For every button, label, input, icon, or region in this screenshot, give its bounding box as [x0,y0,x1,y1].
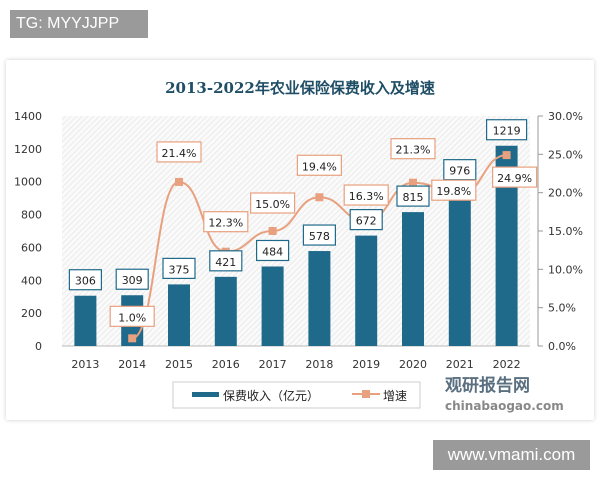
line-label-box [431,179,477,201]
chart-title: 2013-2022年农业保险保费收入及增速 [165,79,435,97]
line-label-box [343,184,389,206]
x-tick-label: 2016 [212,358,240,371]
y-left-tick-label: 600 [21,241,42,254]
watermark-site: www.vmami.com [433,440,590,470]
bar [402,212,424,346]
bar-label-box [396,185,430,207]
line-data-label: 1.0% [118,311,146,324]
line-data-label: 24.9% [497,172,532,185]
line-label-box [250,192,296,214]
y-left-tick-label: 200 [21,307,42,320]
bar [448,185,471,346]
line-data-label: 19.8% [436,185,471,198]
y-left-tick-label: 1000 [14,176,42,189]
bar-data-label: 484 [262,245,283,258]
bar-label-box [349,209,383,231]
growth-marker [175,177,183,186]
bar-data-label: 976 [449,165,470,178]
bar-data-label: 1219 [493,125,521,138]
bar-data-label: 578 [309,230,330,243]
y-left-tick-label: 1200 [14,143,42,156]
bar-label-box [302,224,336,246]
growth-marker [409,178,417,187]
legend-label-bar: 保费收入（亿元） [223,388,319,403]
growth-marker [315,193,324,202]
line-label-box [390,138,436,160]
line-data-label: 21.4% [162,147,197,160]
y-right-tick-label: 25.0% [548,148,583,161]
line-data-label: 21.3% [396,144,431,157]
logo-watermark-en: chinabaogao.com [445,399,564,413]
y-right-tick-label: 20.0% [548,187,583,200]
x-tick-label: 2022 [493,358,521,371]
x-tick-label: 2021 [446,358,474,371]
y-left-tick-label: 0 [35,340,42,353]
bar-data-label: 815 [403,191,424,204]
y-right-tick-label: 5.0% [548,302,576,315]
line-data-label: 12.3% [208,217,243,230]
bar-label-box [486,119,528,141]
x-tick-label: 2020 [399,358,427,371]
bar-label-box [162,257,196,279]
x-tick-label: 2014 [118,358,146,371]
y-left-tick-label: 800 [21,209,42,222]
y-right-tick-label: 0.0% [548,340,576,353]
bar [495,145,518,346]
line-data-label: 15.0% [255,198,290,211]
growth-marker [502,151,511,160]
line-label-box [296,154,342,176]
bar [168,284,190,346]
bar [74,295,97,346]
growth-marker [128,334,137,343]
bar-label-box [209,250,243,272]
bar [355,235,378,346]
line-data-label: 19.4% [302,160,337,173]
bar-label-box [68,269,103,291]
x-tick-label: 2015 [165,358,193,371]
y-right-tick-label: 15.0% [548,225,583,238]
y-left-tick-label: 1400 [14,110,42,123]
bar [308,251,331,346]
bar-data-label: 309 [122,274,143,287]
line-label-box [156,141,202,163]
y-right-tick-label: 30.0% [548,110,583,123]
growth-marker [268,227,277,235]
line-label-box [109,305,155,327]
bar-data-label: 375 [169,263,190,276]
y-right-tick-label: 10.0% [548,263,583,276]
logo-watermark-cn: 观研报告网 [444,375,530,396]
bar-data-label: 421 [215,256,236,269]
bar-data-label: 306 [75,275,96,288]
line-label-box [492,166,538,188]
x-tick-label: 2019 [352,358,380,371]
legend-label-line: 增速 [383,389,407,403]
x-tick-label: 2013 [71,358,99,371]
bar-label-box [256,239,290,262]
legend-swatch-marker [362,390,370,398]
bar-data-label: 672 [356,215,377,228]
bar-label-box [115,268,149,290]
x-tick-label: 2017 [259,358,287,371]
bar [261,266,284,346]
legend-swatch-bar [192,392,219,397]
y-left-tick-label: 400 [21,274,42,287]
x-tick-label: 2018 [305,358,333,371]
watermark-tg: TG: MYYJJPP [10,10,148,38]
line-data-label: 16.3% [349,190,384,203]
bar [214,276,237,346]
line-label-box [203,211,249,233]
